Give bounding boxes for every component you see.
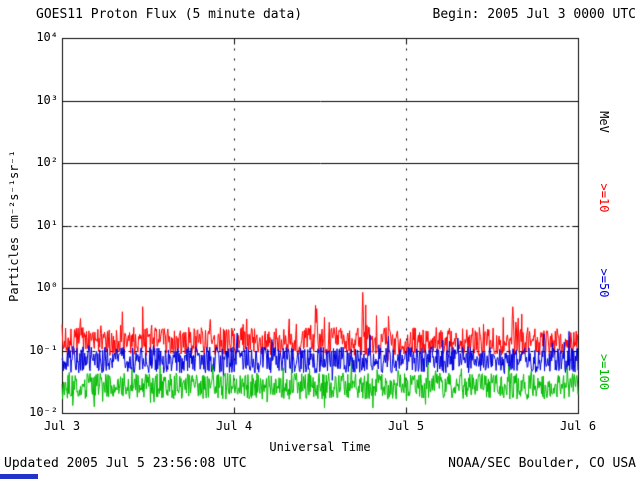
y-tick-label: 10⁰ (36, 280, 58, 294)
begin-timestamp: Begin: 2005 Jul 3 0000 UTC (432, 7, 637, 22)
source-credit: NOAA/SEC Boulder, CO USA (448, 456, 636, 471)
y-tick-label: 10⁴ (36, 30, 58, 44)
series-label-ge100: >=100 (597, 353, 611, 391)
x-tick-label: Jul 5 (387, 419, 425, 433)
y-tick-label: 10² (36, 155, 58, 169)
y-tick-label: 10¹ (36, 218, 58, 232)
series-label-ge10: >=10 (597, 183, 611, 213)
chart-title: GOES11 Proton Flux (5 minute data) (36, 7, 303, 22)
updated-timestamp: Updated 2005 Jul 5 23:56:08 UTC (4, 456, 247, 471)
series-label-ge50: >=50 (597, 268, 611, 298)
right-axis-title: MeV (597, 111, 611, 133)
y-axis-label: Particles cm⁻²s⁻¹sr⁻¹ (7, 150, 21, 302)
y-tick-label: 10⁻² (29, 405, 58, 419)
x-tick-label: Jul 3 (43, 419, 81, 433)
x-axis-label: Universal Time (269, 440, 371, 454)
x-tick-label: Jul 4 (215, 419, 253, 433)
y-tick-label: 10³ (36, 93, 58, 107)
status-strip (0, 474, 38, 479)
x-tick-label: Jul 6 (559, 419, 597, 433)
y-tick-label: 10⁻¹ (29, 343, 58, 357)
